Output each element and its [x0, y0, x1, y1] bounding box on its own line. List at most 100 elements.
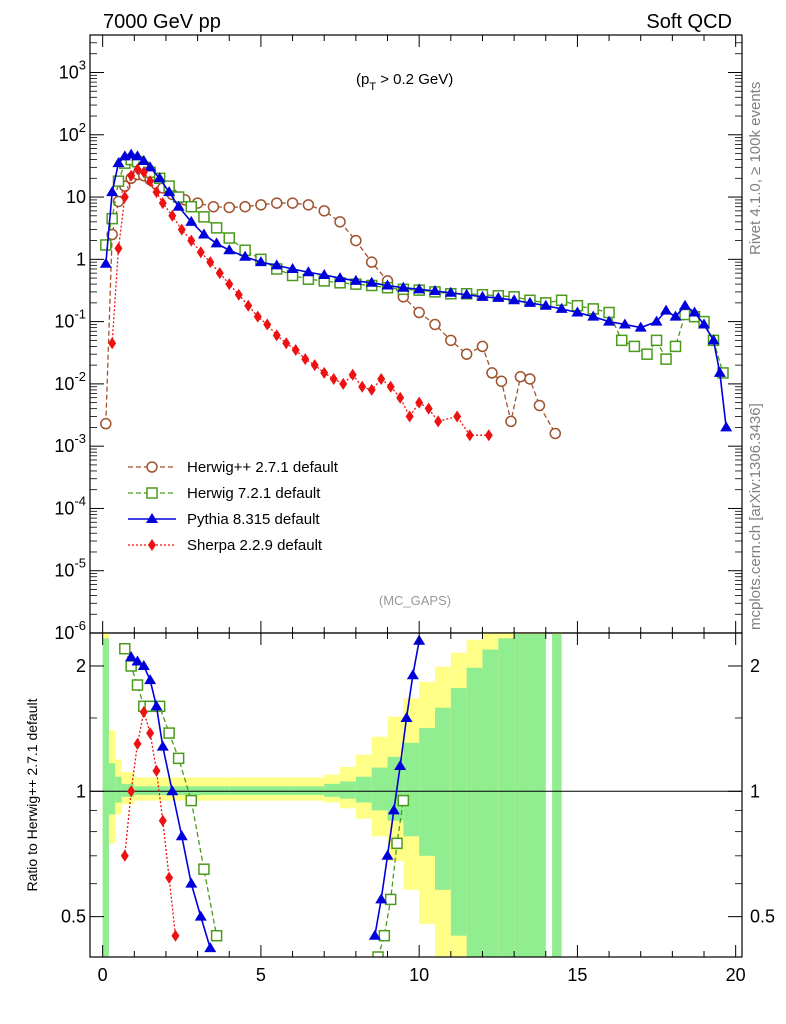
- ratio-point-sherpa: [146, 727, 155, 740]
- ratio-point-pythia: [381, 849, 394, 860]
- data-point-herwigpp: [223, 201, 236, 214]
- uncertainty-band-inner: [115, 776, 122, 803]
- data-point-sherpa: [405, 410, 414, 423]
- data-point-herwigpp: [100, 417, 112, 430]
- x-tick-label: 15: [567, 965, 587, 985]
- uncertainty-band-inner: [450, 688, 467, 936]
- data-point-herwig7: [198, 211, 210, 223]
- data-point-pythia: [302, 266, 315, 277]
- data-point-herwig7: [650, 334, 663, 347]
- data-point-pythia: [112, 157, 125, 168]
- data-point-sherpa: [244, 299, 253, 312]
- data-point-pythia: [413, 283, 426, 294]
- ratio-point-sherpa: [158, 814, 167, 827]
- ratio-point-pythia: [144, 674, 157, 685]
- y-tick-label: 10-6: [54, 618, 86, 643]
- data-point-pythia: [587, 310, 600, 321]
- data-point-sherpa: [453, 410, 462, 423]
- uncertainty-band-inner: [229, 786, 293, 795]
- data-point-pythia: [197, 228, 210, 239]
- ratio-uncertainty-bands: [102, 633, 562, 957]
- data-point-pythia: [571, 306, 584, 317]
- data-point-sherpa: [291, 344, 300, 357]
- ratio-point-sherpa: [127, 785, 136, 798]
- ratio-point-pythia: [166, 785, 179, 796]
- data-point-herwig7: [615, 334, 628, 347]
- data-point-pythia: [365, 276, 378, 287]
- ratio-y-tick-label-right: 1: [750, 781, 760, 801]
- data-point-sherpa: [114, 242, 123, 255]
- data-point-pythia: [318, 269, 331, 280]
- ratio-point-herwig7: [163, 727, 175, 739]
- data-point-herwigpp: [429, 318, 441, 331]
- data-point-herwig7: [106, 212, 118, 225]
- ratio-point-herwig7: [172, 752, 185, 765]
- ratio-point-herwig7: [384, 893, 397, 906]
- data-point-pythia: [688, 306, 701, 317]
- main-series-group: [99, 148, 733, 442]
- watermark-label: (MC_GAPS): [379, 593, 451, 608]
- ratio-ylabel: Ratio to Herwig++ 2.7.1 default: [24, 698, 40, 891]
- data-point-sherpa: [127, 169, 136, 182]
- legend-marker-herwigpp: [146, 461, 158, 473]
- ratio-point-sherpa: [152, 764, 161, 777]
- data-point-herwigpp: [514, 371, 527, 383]
- data-point-pythia: [476, 290, 489, 301]
- cut-label: (pT > 0.2 GeV): [356, 71, 453, 93]
- data-point-pythia: [603, 315, 616, 326]
- rivet-version-label: Rivet 4.1.0, ≥ 100k events: [747, 82, 764, 255]
- data-point-pythia: [286, 262, 299, 273]
- data-point-sherpa: [424, 402, 433, 415]
- ratio-point-sherpa: [133, 737, 142, 750]
- legend-label-herwig7: Herwig 7.2.1 default: [187, 485, 321, 502]
- legend-marker-pythia: [146, 513, 158, 523]
- uncertainty-band-inner: [340, 781, 356, 799]
- data-point-pythia: [163, 186, 176, 197]
- y-tick-label: 10-3: [54, 431, 86, 456]
- process-label: Soft QCD: [646, 11, 732, 33]
- data-point-pythia: [508, 294, 521, 305]
- data-point-herwig7: [112, 175, 125, 187]
- data-point-herwig7: [641, 348, 653, 360]
- cut-label-rest: > 0.2 GeV): [376, 71, 453, 88]
- data-point-sherpa: [146, 175, 155, 188]
- uncertainty-band-inner: [134, 786, 166, 795]
- data-point-sherpa: [206, 256, 215, 269]
- data-point-sherpa: [282, 337, 291, 350]
- data-point-pythia: [106, 186, 119, 197]
- series-line-sherpa: [111, 168, 489, 436]
- legend-label-sherpa: Sherpa 2.2.9 default: [187, 537, 323, 554]
- data-point-sherpa: [367, 383, 376, 396]
- legend-label-pythia: Pythia 8.315 default: [187, 511, 320, 528]
- uncertainty-band-inner: [108, 763, 116, 815]
- data-point-herwigpp: [239, 200, 251, 213]
- legend: Herwig++ 2.7.1 default Herwig 7.2.1 defau…: [128, 459, 339, 554]
- data-point-pythia: [539, 299, 552, 310]
- data-point-pythia: [555, 302, 568, 313]
- y-tick-label: 10: [66, 187, 86, 207]
- data-point-herwigpp: [445, 334, 457, 347]
- data-point-sherpa: [263, 318, 272, 331]
- data-point-pythia: [669, 310, 682, 321]
- data-point-sherpa: [108, 337, 117, 350]
- data-point-sherpa: [377, 372, 386, 385]
- data-point-herwigpp: [486, 367, 498, 379]
- ratio-y-tick-label: 2: [76, 656, 86, 676]
- data-point-pythia: [698, 318, 711, 329]
- data-point-pythia: [239, 250, 252, 261]
- uncertainty-band-inner: [482, 649, 499, 957]
- ratio-point-herwig7: [397, 794, 410, 807]
- ratio-point-pythia: [131, 655, 144, 666]
- data-point-pythia: [679, 299, 692, 310]
- y-tick-label: 10-5: [54, 556, 86, 581]
- data-point-herwigpp: [112, 195, 125, 208]
- y-tick-label: 102: [59, 120, 86, 145]
- legend-marker-sherpa: [148, 539, 156, 551]
- data-point-pythia: [650, 315, 663, 326]
- y-tick-label: 1: [76, 249, 86, 269]
- data-point-pythia: [131, 150, 144, 161]
- data-point-sherpa: [310, 359, 319, 372]
- ratio-axes: 0 5 10 15 20 0.5 0.5 1 1 2 2: [61, 633, 775, 985]
- ratio-point-pythia: [156, 740, 169, 751]
- ratio-point-herwig7: [372, 951, 384, 957]
